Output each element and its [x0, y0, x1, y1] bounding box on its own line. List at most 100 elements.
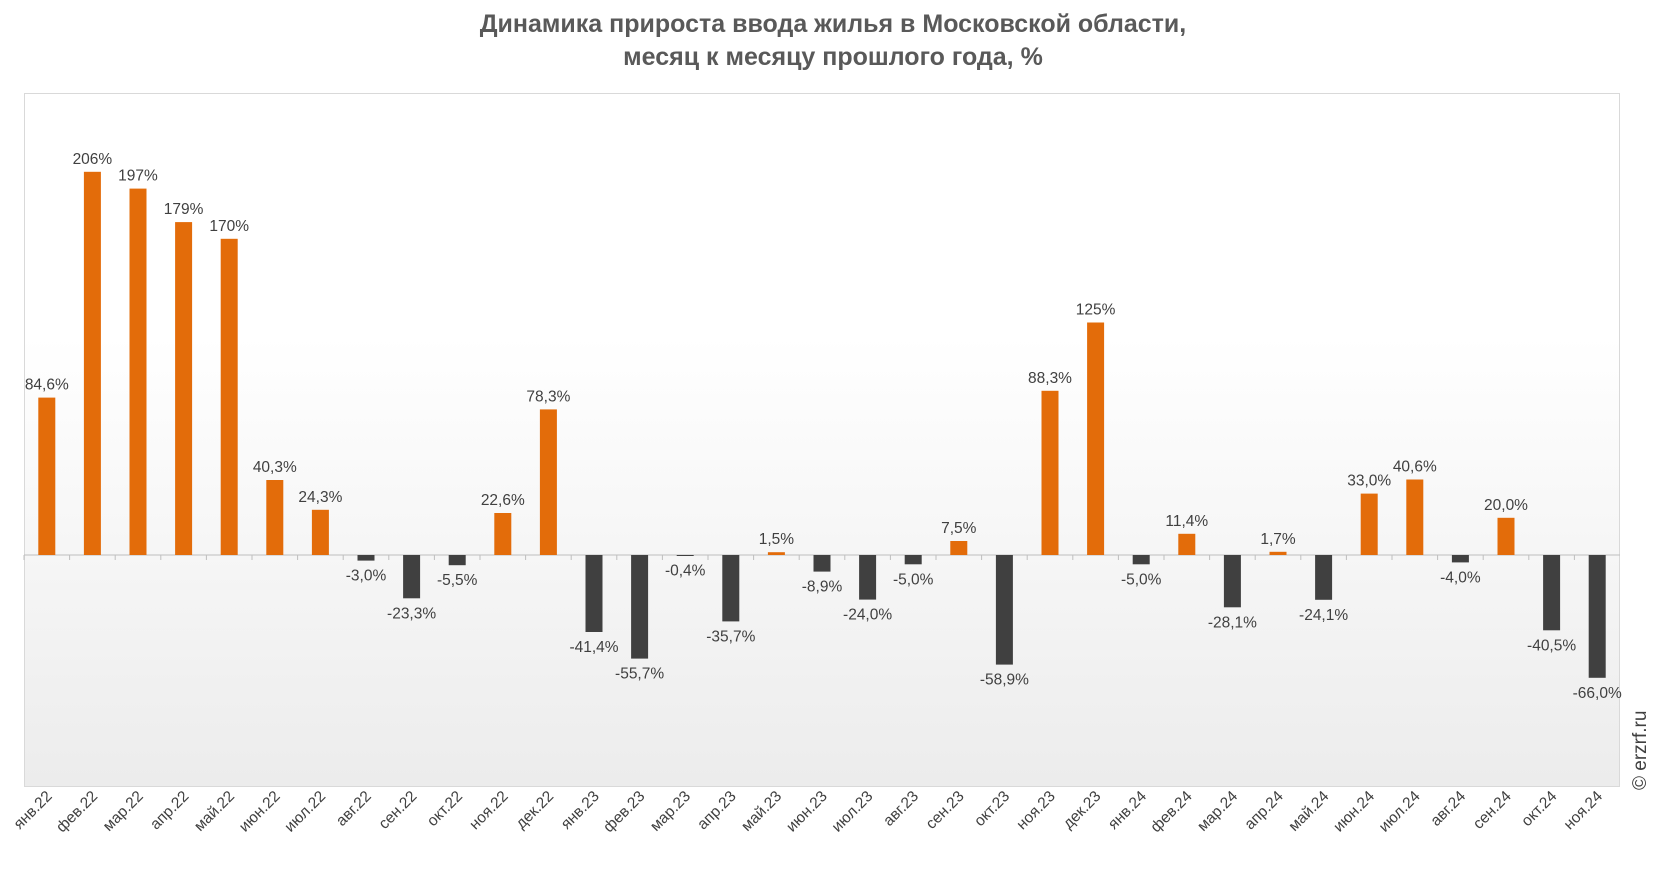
data-label: -5,0% [893, 571, 934, 588]
bar [1178, 533, 1196, 555]
category-label: фев.24 [1147, 788, 1195, 836]
category-label: май.24 [1285, 788, 1332, 835]
bar [494, 513, 512, 555]
bar [83, 171, 101, 556]
data-label: -0,4% [665, 563, 706, 580]
data-label: -35,7% [706, 628, 755, 645]
category-label: мар.22 [100, 788, 147, 835]
plot-area [24, 93, 1620, 787]
category-label: сен.24 [1470, 788, 1515, 833]
data-label: 197% [118, 168, 158, 185]
category-label: дек.23 [1060, 788, 1105, 833]
bar [220, 238, 238, 556]
category-label: янв.23 [558, 788, 603, 833]
category-label: июн.24 [1330, 788, 1378, 836]
data-label: -24,1% [1299, 607, 1348, 624]
bar [950, 541, 968, 555]
data-label: -8,9% [802, 579, 843, 596]
bar [1132, 555, 1150, 565]
data-label: -40,5% [1527, 637, 1576, 654]
bar [722, 555, 740, 622]
bar [175, 222, 193, 555]
bar [1041, 390, 1059, 555]
bar [859, 555, 877, 600]
bar [357, 555, 375, 561]
data-label: 1,7% [1260, 531, 1296, 548]
category-label: мар.24 [1194, 788, 1241, 835]
data-label: -66,0% [1573, 685, 1622, 702]
category-label: май.22 [191, 788, 238, 835]
bar [1543, 555, 1561, 631]
category-label: ноя.22 [466, 788, 511, 833]
chart-title-line-2: месяц к месяцу прошлого года, % [623, 43, 1043, 71]
bar [585, 555, 603, 632]
category-label: окт.22 [424, 788, 466, 830]
category-label: май.23 [738, 788, 785, 835]
category-label: апр.22 [147, 788, 192, 833]
category-label: фев.23 [600, 788, 648, 836]
category-label: окт.23 [971, 788, 1013, 830]
data-label: -24,0% [843, 607, 892, 624]
bar [631, 555, 649, 659]
data-label: 22,6% [481, 492, 525, 509]
data-label: -23,3% [387, 605, 436, 622]
bar [1315, 555, 1333, 600]
category-label: июл.24 [1376, 788, 1424, 836]
data-label: -4,0% [1440, 569, 1481, 586]
data-label: 78,3% [526, 388, 570, 405]
category-label: июл.23 [829, 788, 877, 836]
data-label: 88,3% [1028, 370, 1072, 387]
data-label: -5,5% [437, 572, 478, 589]
chart-title-line-1: Динамика прироста ввода жилья в Московск… [479, 10, 1187, 38]
data-label: -3,0% [346, 568, 387, 585]
data-label: 125% [1076, 302, 1116, 319]
category-label: мар.23 [647, 788, 694, 835]
category-label: авг.23 [880, 788, 922, 830]
data-label: 206% [73, 151, 113, 168]
category-label: июн.22 [236, 788, 284, 836]
category-label: ноя.24 [1561, 788, 1607, 834]
category-label: янв.24 [1105, 788, 1150, 833]
bar [1087, 322, 1105, 555]
bar [403, 555, 421, 599]
bar [676, 555, 694, 556]
bar [767, 552, 785, 555]
bar [1588, 555, 1606, 678]
data-label: 179% [164, 201, 204, 218]
category-label: авг.24 [1427, 788, 1469, 830]
category-label: апр.23 [694, 788, 739, 833]
category-label: ноя.23 [1013, 788, 1058, 833]
data-label: -41,4% [569, 639, 618, 656]
data-label: 33,0% [1347, 473, 1391, 490]
category-label: сен.22 [376, 788, 421, 833]
category-label: июн.23 [783, 788, 831, 836]
bar [311, 509, 329, 555]
category-label: янв.22 [11, 788, 56, 833]
bar [1269, 551, 1287, 555]
bar [1451, 555, 1469, 563]
bar [1223, 555, 1241, 608]
data-label: 20,0% [1484, 497, 1528, 514]
bar [813, 555, 831, 572]
data-label: 40,6% [1393, 459, 1437, 476]
category-label: окт.24 [1518, 788, 1560, 830]
bar [1497, 517, 1515, 555]
category-label: дек.22 [513, 788, 558, 833]
bar [904, 555, 922, 565]
bar [38, 397, 56, 555]
data-label: 40,3% [253, 459, 297, 476]
data-label: 11,4% [1165, 513, 1208, 530]
copyright-watermark: © erzrf.ru [1630, 710, 1651, 790]
data-label: 1,5% [759, 531, 795, 548]
chart-title: Динамика прироста ввода жилья в Московск… [0, 8, 1666, 74]
data-label: -28,1% [1208, 614, 1257, 631]
data-label: 170% [209, 218, 249, 235]
category-label: апр.24 [1241, 788, 1287, 834]
bar [1406, 479, 1424, 555]
bar [995, 555, 1013, 665]
data-label: -55,7% [615, 666, 664, 683]
bar [266, 480, 284, 555]
bar [448, 555, 466, 566]
category-label: фев.22 [53, 788, 101, 836]
